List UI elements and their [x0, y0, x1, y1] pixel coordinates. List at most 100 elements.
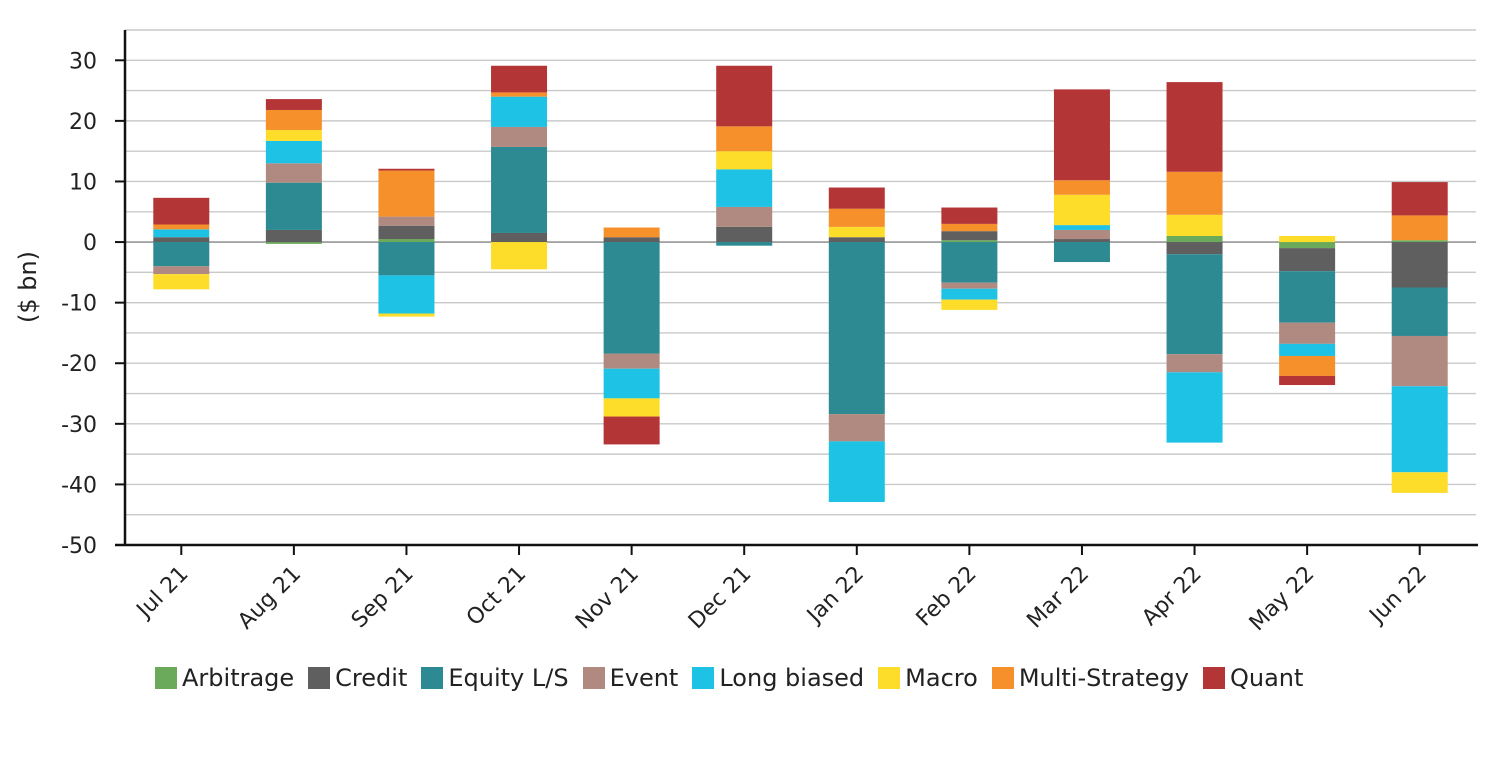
y-tick-label: 30: [69, 49, 97, 74]
bar-segment: [603, 416, 660, 445]
x-tick-label: Jun 22: [1364, 562, 1432, 630]
bar-segment: [153, 266, 210, 275]
bar-segment: [1053, 194, 1110, 226]
bar-segment: [153, 229, 210, 238]
bar-segment: [378, 170, 435, 217]
bar-segment: [1166, 82, 1223, 172]
bar-segment: [1053, 229, 1110, 240]
bar-segment: [378, 168, 435, 171]
bar-segment: [941, 288, 998, 300]
bar-segment: [265, 129, 322, 141]
y-tick-label: -50: [61, 534, 97, 559]
legend-label: Credit: [335, 664, 408, 692]
bar-segment: [153, 224, 210, 230]
legend-item: Multi-Strategy: [991, 664, 1189, 692]
bar-segment: [828, 414, 885, 442]
bar-segment: [716, 226, 773, 243]
legend-label: Long biased: [719, 664, 865, 692]
bar-segment: [1391, 472, 1448, 493]
bar-segment: [1391, 182, 1448, 216]
y-tick-label: 10: [69, 170, 97, 195]
bar-segment: [265, 140, 322, 164]
bar-segment: [1279, 242, 1336, 249]
bar-segment: [378, 275, 435, 314]
bar-segment: [1279, 355, 1336, 376]
legend-label: Equity L/S: [448, 664, 569, 692]
legend-item: Long biased: [692, 664, 864, 692]
bar-segment: [1166, 254, 1223, 355]
legend-item: Event: [582, 664, 679, 692]
y-tick-label: -30: [61, 413, 97, 438]
legend-label: Quant: [1229, 664, 1304, 692]
bar-segment: [1391, 335, 1448, 387]
x-tick-label: Feb 22: [912, 562, 982, 632]
bar-segment: [603, 353, 660, 369]
bar-segment: [941, 240, 998, 243]
x-tick-label: Jul 21: [131, 562, 194, 625]
legend-swatch: [1202, 667, 1225, 689]
bar-segment: [1053, 89, 1110, 181]
bar-segment: [1391, 386, 1448, 473]
legend: Arbitrage Credit Equity L/S Event Long biase…: [155, 664, 1317, 692]
bar-segment: [1166, 354, 1223, 373]
bar-segment: [941, 282, 998, 289]
bar-segment: [716, 65, 773, 127]
bar-segment: [1166, 236, 1223, 243]
y-tick-label: -20: [61, 352, 97, 377]
bar-segment: [491, 242, 548, 270]
x-tick-label: May 22: [1245, 562, 1320, 637]
bar-segment: [828, 187, 885, 209]
bar-segment: [1053, 242, 1110, 263]
bar-segment: [153, 197, 210, 225]
bar-segment: [378, 239, 435, 243]
bar-segment: [603, 368, 660, 399]
bar-segment: [1279, 271, 1336, 323]
bar-segment: [1166, 214, 1223, 236]
bar-segment: [378, 216, 435, 226]
bar-segment: [603, 242, 660, 354]
bar-segment: [603, 398, 660, 417]
legend-swatch: [155, 667, 177, 689]
legend-label: Event: [609, 664, 679, 692]
x-tick-label: Nov 21: [571, 562, 644, 635]
bar-segment: [828, 237, 885, 243]
x-tick-label: Dec 21: [684, 562, 757, 635]
legend-swatch: [421, 667, 444, 689]
bar-segment: [828, 242, 885, 415]
x-tick-label: Aug 21: [233, 562, 306, 635]
bar-segment: [1279, 375, 1336, 386]
x-tick-label: Apr 22: [1137, 562, 1206, 631]
bar-segment: [828, 226, 885, 238]
bar-segment: [265, 109, 322, 130]
bar-segment: [491, 65, 548, 93]
y-tick-label: -10: [61, 292, 97, 317]
bar-segment: [153, 237, 210, 243]
x-tick-label: Oct 21: [462, 562, 531, 631]
x-tick-label: Mar 22: [1022, 562, 1094, 634]
bar-segment: [603, 227, 660, 238]
bar-segment: [941, 299, 998, 310]
bar-segment: [1053, 180, 1110, 195]
legend-item: Macro: [878, 664, 978, 692]
bar-segment: [265, 242, 322, 244]
bar-segment: [378, 313, 435, 317]
bar-segment: [378, 225, 435, 240]
bar-segment: [1166, 171, 1223, 215]
legend-label: Multi-Strategy: [1018, 664, 1189, 692]
grid-layer: [125, 29, 1476, 516]
bar-segment: [265, 163, 322, 183]
y-axis-label: ($ bn): [14, 251, 42, 323]
bar-segment: [941, 242, 998, 283]
bar-segment: [153, 274, 210, 290]
bar-segment: [716, 169, 773, 207]
legend-label: Macro: [905, 664, 978, 692]
bar-segment: [491, 146, 548, 233]
legend-swatch: [878, 667, 901, 689]
bar-segment: [1166, 372, 1223, 443]
bar-segment: [828, 441, 885, 502]
bar-segment: [1279, 248, 1336, 272]
legend-swatch: [692, 667, 715, 689]
legend-item: Quant: [1202, 664, 1304, 692]
bar-segment: [153, 242, 210, 267]
